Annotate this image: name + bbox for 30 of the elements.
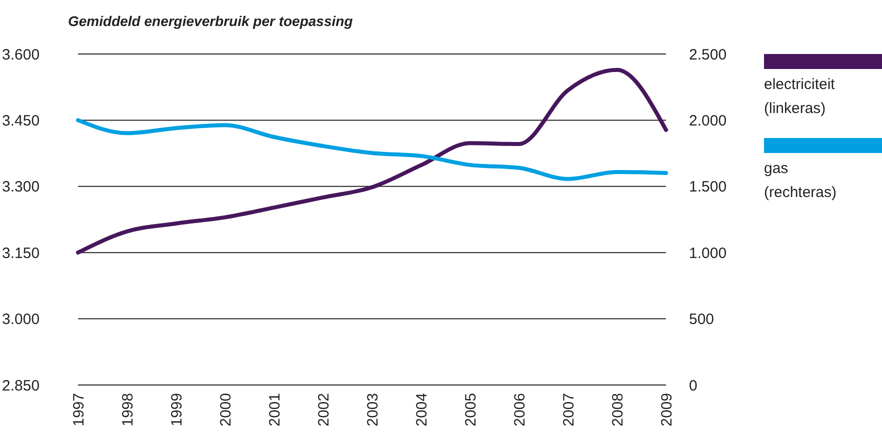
y2-tick-label: 0 (689, 377, 698, 394)
y-tick-label: 3.000 (2, 311, 40, 328)
x-tick-label: 2005 (462, 393, 480, 426)
chart-title: Gemiddeld energieverbruik per toepassing (68, 13, 354, 29)
text: gas (rechteras) (764, 160, 837, 201)
y-tick-label: 3.300 (2, 178, 40, 196)
y2-tick-label: 2.500 (689, 46, 727, 64)
text: electriciteit (linkeras) (764, 76, 836, 117)
x-tick-label: 2007 (560, 393, 578, 426)
y-tick-label: 3.600 (2, 46, 40, 64)
x-tick-label: 2000 (217, 393, 234, 426)
line-series (76, 68, 668, 255)
x-tick-label: 1997 (70, 393, 88, 426)
y-tick-label: 3.450 (2, 112, 40, 130)
y2-tick-label: 2.000 (689, 112, 727, 130)
y-tick-label: 3.150 (2, 244, 40, 262)
y-tick-label: 2.850 (2, 377, 40, 394)
x-tick-label: 2006 (511, 393, 528, 426)
x-tick-label: 1999 (168, 393, 186, 426)
x-tick-label: 2002 (315, 393, 332, 426)
line-series (76, 118, 668, 181)
y2-tick-label: 500 (689, 311, 714, 328)
x-tick-label: 2009 (658, 393, 676, 426)
x-tick-label: 2008 (609, 393, 626, 426)
x-tick-label: 2003 (364, 393, 382, 426)
y2-tick-label: 1.000 (689, 244, 727, 262)
x-tick-label: 1998 (119, 393, 136, 426)
x-tick-label: 2001 (266, 393, 284, 426)
y2-tick-label: 1.500 (689, 178, 727, 196)
x-tick-label: 2004 (413, 393, 430, 426)
